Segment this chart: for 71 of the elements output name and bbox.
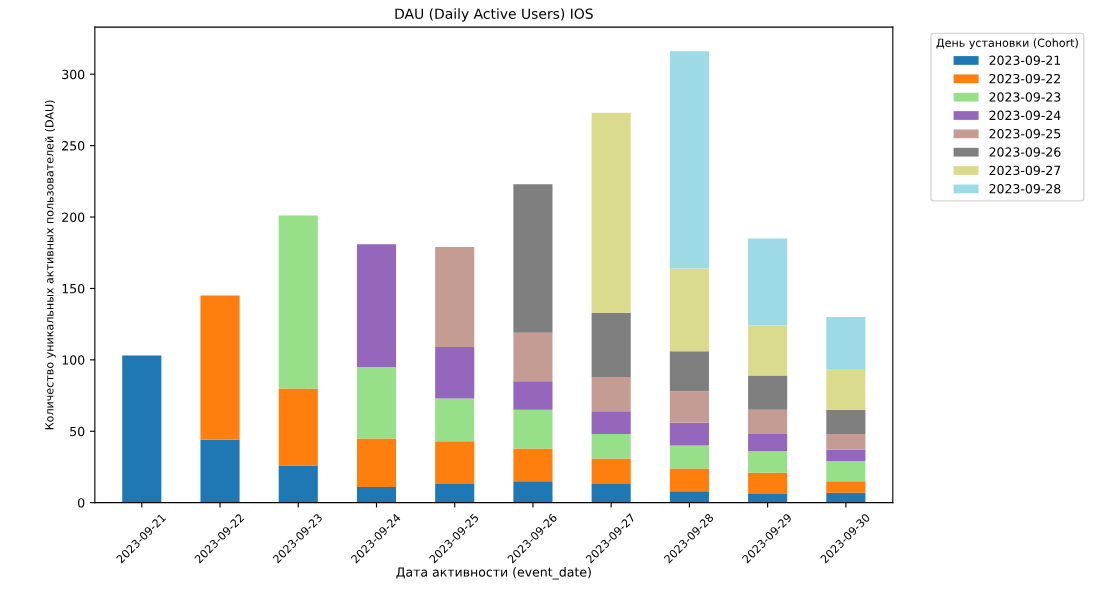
legend-label: 2023-09-27 (989, 165, 1061, 176)
bar (435, 398, 475, 442)
legend-label: 2023-09-26 (989, 147, 1061, 157)
y-tick-label: 50 (70, 426, 85, 437)
bar (591, 376, 631, 412)
bar (748, 325, 788, 376)
legend-label: 2023-09-25 (989, 128, 1061, 139)
y-tick-label: 300 (62, 69, 85, 80)
bar (748, 434, 788, 452)
legend-label: 2023-09-23 (989, 92, 1061, 102)
bar (748, 494, 788, 503)
bar (278, 388, 318, 466)
bar (435, 484, 475, 503)
bar (669, 51, 709, 269)
bar (591, 112, 631, 313)
bar (669, 491, 709, 503)
bar (356, 244, 397, 367)
bar (513, 184, 553, 333)
legend-label: 2023-09-24 (989, 110, 1061, 121)
y-tick-label: 150 (62, 283, 85, 294)
bar (826, 461, 866, 482)
bar (669, 268, 709, 352)
bar (591, 312, 631, 377)
bar (826, 317, 866, 370)
bar (200, 439, 240, 503)
bar (826, 434, 866, 450)
bar (591, 434, 631, 459)
bar (669, 351, 709, 392)
bar (826, 409, 866, 435)
legend-label: 2023-09-22 (989, 73, 1060, 84)
bar (748, 409, 788, 435)
bar (591, 411, 631, 435)
bar (826, 481, 866, 493)
bar (591, 458, 631, 485)
bar (826, 492, 866, 503)
bar (278, 465, 318, 503)
bar (748, 375, 788, 410)
bar (356, 486, 397, 503)
legend-label: 2023-09-21 (989, 55, 1061, 66)
bar (278, 215, 318, 389)
chart-title: DAU (Daily Active Users) IOS (395, 8, 593, 22)
bar (591, 484, 631, 503)
bar (200, 295, 240, 440)
y-tick-label: 100 (62, 355, 85, 365)
legend-label: 2023-09-28 (989, 184, 1061, 194)
bar (513, 448, 553, 482)
bar (356, 438, 397, 487)
y-tick-label: 250 (62, 141, 85, 151)
bar (669, 391, 709, 423)
bar (435, 347, 475, 399)
bar (513, 332, 553, 382)
bar (748, 238, 788, 326)
legend-title: День установки (Cohort) (936, 38, 1078, 50)
bar (669, 422, 709, 446)
y-tick-label: 0 (78, 498, 85, 508)
bar (826, 369, 866, 410)
bar (748, 451, 788, 473)
bar (513, 481, 553, 503)
bar (513, 381, 553, 410)
x-axis-title: Дата активности (event_date) (396, 567, 591, 580)
bar (435, 247, 475, 347)
bar (435, 441, 475, 485)
bar (748, 472, 788, 495)
bar (669, 468, 709, 492)
bar (356, 366, 397, 439)
bar (826, 449, 866, 462)
bar (122, 355, 162, 503)
y-tick-label: 200 (62, 212, 85, 222)
bar (513, 409, 553, 449)
y-axis-title: Количество уникальных активных пользователей (DAU) (44, 100, 56, 430)
bar (669, 445, 709, 469)
